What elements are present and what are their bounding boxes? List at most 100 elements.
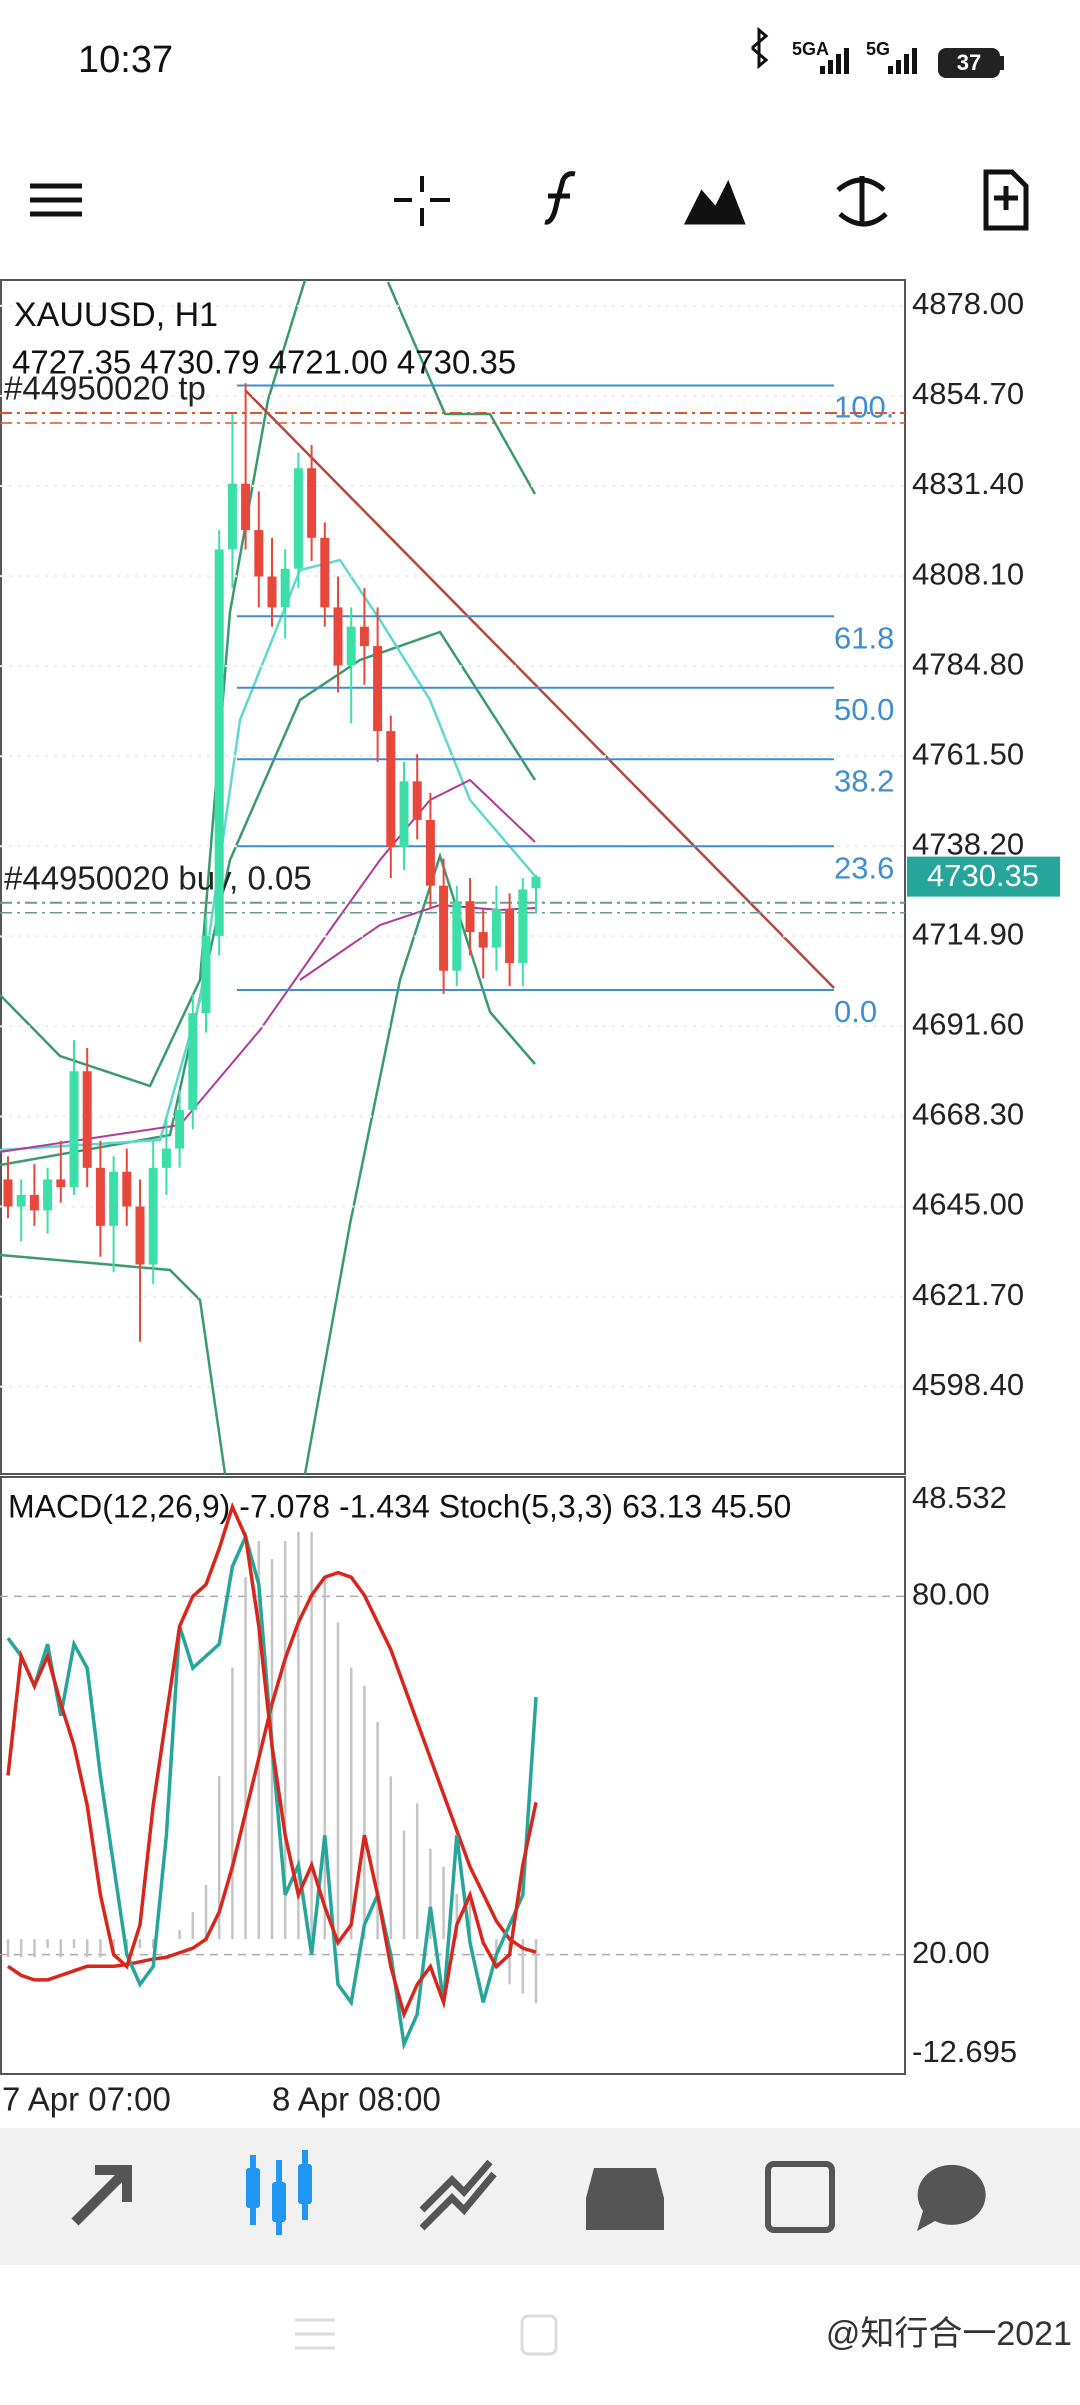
fib-label: 50.0 [834,692,894,727]
indicator-line [6,1501,538,2020]
y-tick-label: 4714.90 [912,917,1024,952]
fib-label: 100. [834,390,894,425]
indicator-title: Stoch(5,3,3) [439,1488,613,1524]
candle-body [439,885,449,971]
x-tick-label: 7 Apr 07:00 [2,2081,171,2118]
candle-body [280,568,290,608]
battery-level: 37 [957,50,981,75]
current-price-label: 4730.35 [927,858,1039,893]
trend-line [244,389,835,989]
symbol-title: XAUUSD, H1 [14,296,218,334]
y-tick-label: 4738.20 [912,826,1024,861]
lower-band [0,1253,227,1475]
chart-tab[interactable] [246,2150,312,2235]
candle-body [531,876,541,889]
indicators-button[interactable] [544,171,576,225]
y-tick-label: 4621.70 [912,1277,1024,1312]
candle-body [16,1194,26,1207]
moving-average [0,558,536,1152]
fib-label: 38.2 [834,763,894,798]
upper-band [386,281,537,495]
candle-body [465,901,475,933]
y-tick-label: 4808.10 [912,556,1024,591]
y-tick-label: 48.532 [912,1480,1007,1515]
y-tick-label: 4645.00 [912,1187,1024,1222]
candle-body [82,1071,92,1168]
menu-button[interactable] [30,183,82,217]
y-tick-label: 4831.40 [912,466,1024,501]
network-label: 5GA [792,39,829,59]
indicator-title: -7.078 [239,1488,330,1524]
ohlc-value: 4721.00 [269,344,388,381]
candle-body [3,1179,13,1207]
candle-body [373,646,383,732]
fib-label: 23.6 [834,850,894,885]
candle-body [307,468,317,538]
battery-tip [1000,56,1004,70]
crosshair-button[interactable] [394,176,450,226]
moving-average [0,630,537,1167]
y-tick-label: 4691.60 [912,1007,1024,1042]
upper-band [0,279,307,1088]
history-tab[interactable] [586,2168,664,2230]
candle-body [359,626,369,647]
candle-body [399,781,409,848]
candle-body [241,483,251,531]
candle-body [188,1013,198,1110]
indicator-title: 63.13 [622,1488,702,1524]
candle-body [214,549,224,936]
candle-body [148,1167,158,1265]
new-order-button[interactable] [983,169,1029,231]
y-tick-label: 4784.80 [912,646,1024,681]
candle-body [122,1171,132,1207]
ohlc-value: 4730.79 [140,344,259,381]
fib-label: 0.0 [834,994,877,1029]
toolbar [30,169,1029,231]
candle-body [346,626,356,666]
current-price-badge [907,856,1060,897]
y-tick-label: 4598.40 [912,1367,1024,1402]
candle-body [109,1171,119,1226]
candle-body [69,1071,79,1188]
candle-body [227,483,237,550]
trade-tab[interactable] [419,2159,497,2231]
candle-body [425,819,435,886]
bottom-nav [0,2128,1080,2265]
indicator-title: -1.434 [339,1488,430,1524]
lower-band [303,851,536,1475]
main-panel [0,279,906,1475]
y2-tick-label: 20.00 [912,1935,990,1970]
candle-body [412,781,422,820]
battery [938,48,1000,78]
candle-body [505,908,515,964]
nav-icons [71,2150,986,2235]
ohlc-value: 4730.35 [397,344,516,381]
watermark: @知行合一2021 [826,2315,1072,2353]
candle-body [43,1179,53,1211]
y-tick-label: 4761.50 [912,736,1024,771]
indicator-title: MACD(12,26,9) [8,1488,230,1524]
candle-body [201,935,211,1014]
candle-body [267,576,277,608]
indicator-line [7,1570,537,1982]
quotes-tab[interactable] [71,2165,132,2226]
candle-body [333,607,343,666]
ohlc-value: 4727.35 [12,344,131,381]
candle-body [518,889,528,964]
candle-body [320,537,330,608]
fib-label: 61.8 [834,620,894,655]
y-tick-label: -12.695 [912,2034,1017,2069]
signal-icons [751,26,917,74]
x-tick-label: 8 Apr 08:00 [272,2081,441,2118]
y-tick-label: 4878.00 [912,286,1024,321]
candle-body [452,901,462,971]
candle-body [95,1167,105,1226]
y-tick-label: 4854.70 [912,376,1024,411]
news-tab[interactable] [765,2161,835,2233]
chat-tab[interactable] [917,2164,986,2231]
candle-body [135,1206,145,1265]
trade-button[interactable] [836,176,888,227]
objects-button[interactable] [683,179,746,225]
order-label: #44950020 tp [4,370,206,407]
